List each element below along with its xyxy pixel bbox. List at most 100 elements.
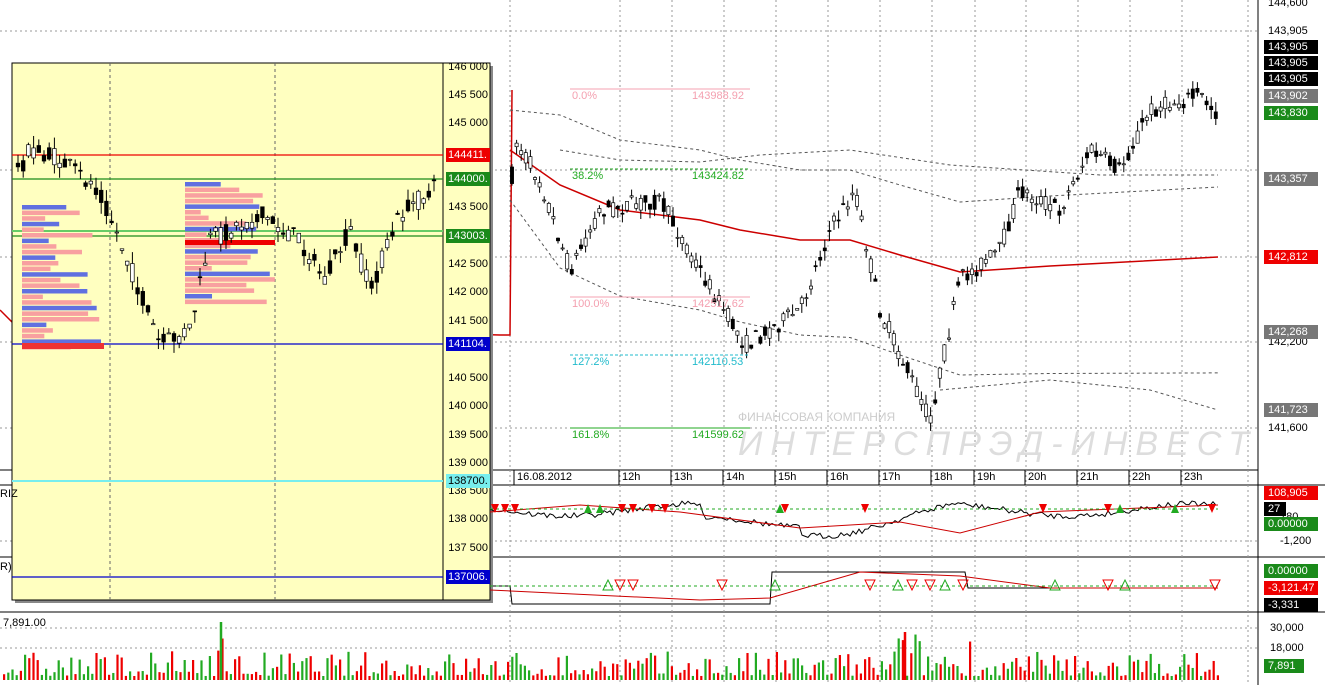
indicators xyxy=(489,500,1221,605)
volume-bar xyxy=(45,668,48,680)
volume-bar xyxy=(1057,660,1060,680)
candle-body xyxy=(1172,103,1177,106)
candle-body xyxy=(933,399,938,404)
level-box xyxy=(446,570,490,584)
volume-bar xyxy=(410,666,413,680)
candle-body xyxy=(431,179,437,182)
candle-body xyxy=(924,403,928,418)
volume-bar xyxy=(11,669,14,680)
indicator-box-label: 27 xyxy=(1268,503,1280,515)
candle-body xyxy=(145,305,151,313)
candle-body xyxy=(21,160,26,172)
volume-bar xyxy=(145,674,148,680)
volume-bar xyxy=(788,673,791,680)
volume-bar xyxy=(641,663,644,680)
fib-level: 0.0% xyxy=(572,90,597,102)
volume-bar xyxy=(906,675,909,680)
candle-body xyxy=(426,190,431,198)
candle-body xyxy=(197,276,203,279)
volume-bar xyxy=(477,658,480,680)
time-label: 13h xyxy=(674,471,692,483)
volume-bar xyxy=(3,674,6,680)
candle-body xyxy=(565,253,570,270)
volume-bar xyxy=(364,652,367,680)
candle-body xyxy=(859,215,864,221)
candle-body xyxy=(781,313,786,322)
signal-arrow xyxy=(1104,504,1112,513)
volume-bar xyxy=(192,659,195,680)
price-box xyxy=(1264,89,1318,103)
profile-bar xyxy=(22,233,93,238)
volume-axis-label: 18,000 xyxy=(1270,642,1304,654)
moving-average xyxy=(509,149,1219,273)
candle-body xyxy=(804,297,809,300)
candle-body xyxy=(1029,198,1034,203)
volume-bar xyxy=(343,675,346,680)
volume-bar xyxy=(389,675,392,680)
candle-body xyxy=(1167,106,1172,111)
volume-bar xyxy=(1120,675,1123,680)
volume-bar xyxy=(591,668,594,680)
volume-bar xyxy=(1179,666,1182,680)
candle-body xyxy=(171,333,177,342)
candle-body xyxy=(514,142,519,148)
candle-body xyxy=(689,255,694,263)
volume-bar xyxy=(99,659,102,680)
band xyxy=(939,379,1219,411)
candle-body xyxy=(795,308,800,311)
volume-bar xyxy=(1019,666,1022,680)
volume-bar xyxy=(1027,656,1030,680)
volume-bar xyxy=(242,673,245,680)
candle-body xyxy=(67,158,73,161)
time-label: 21h xyxy=(1080,471,1098,483)
candle-body xyxy=(182,328,187,338)
candle-body xyxy=(680,237,685,244)
volume-bar xyxy=(322,675,325,680)
candle-body xyxy=(744,335,749,353)
signal-arrow xyxy=(776,504,784,513)
indicator-signal xyxy=(489,504,1219,534)
candle-body xyxy=(1186,92,1191,95)
candle-body xyxy=(421,198,426,204)
volume-bar xyxy=(952,664,955,680)
volume-bar xyxy=(137,671,140,680)
profile-bar xyxy=(22,317,100,322)
profile-bar xyxy=(22,205,67,210)
volume-bar xyxy=(276,666,279,680)
candle-body xyxy=(104,200,109,217)
candle-body xyxy=(947,337,951,340)
candle-body xyxy=(390,231,395,237)
volume-bar xyxy=(519,664,522,680)
candle-body xyxy=(974,272,979,277)
volume-bar xyxy=(351,675,354,680)
volume-bar xyxy=(456,674,459,680)
candle-body xyxy=(620,212,625,215)
candle-body xyxy=(322,276,327,285)
volume-bar xyxy=(171,651,174,680)
signal-arrow xyxy=(1171,504,1179,513)
profile-bar xyxy=(185,215,209,221)
profile-bar xyxy=(185,221,247,226)
candle-body xyxy=(317,271,322,274)
price-box xyxy=(1264,250,1318,264)
signal-arrow xyxy=(602,578,614,591)
candle-body xyxy=(850,192,855,196)
candle-body xyxy=(671,215,675,227)
level-label: 137006. xyxy=(448,571,488,583)
price-box xyxy=(1264,325,1318,339)
profile-bar xyxy=(22,343,104,349)
volume-bar xyxy=(843,666,846,680)
candle-body xyxy=(763,326,767,336)
volume-bar xyxy=(1015,657,1018,680)
overlay-axis-label: 139 500 xyxy=(448,429,488,441)
candle-body xyxy=(993,250,997,253)
signal-arrow xyxy=(716,579,728,592)
candle-body xyxy=(951,301,956,305)
volume-bar xyxy=(1153,673,1156,680)
candle-body xyxy=(359,253,364,273)
volume-bar xyxy=(297,671,300,680)
volume-bar xyxy=(939,664,942,680)
candle-body xyxy=(78,169,83,172)
volume-bar xyxy=(414,674,417,680)
candle-body xyxy=(73,163,78,167)
